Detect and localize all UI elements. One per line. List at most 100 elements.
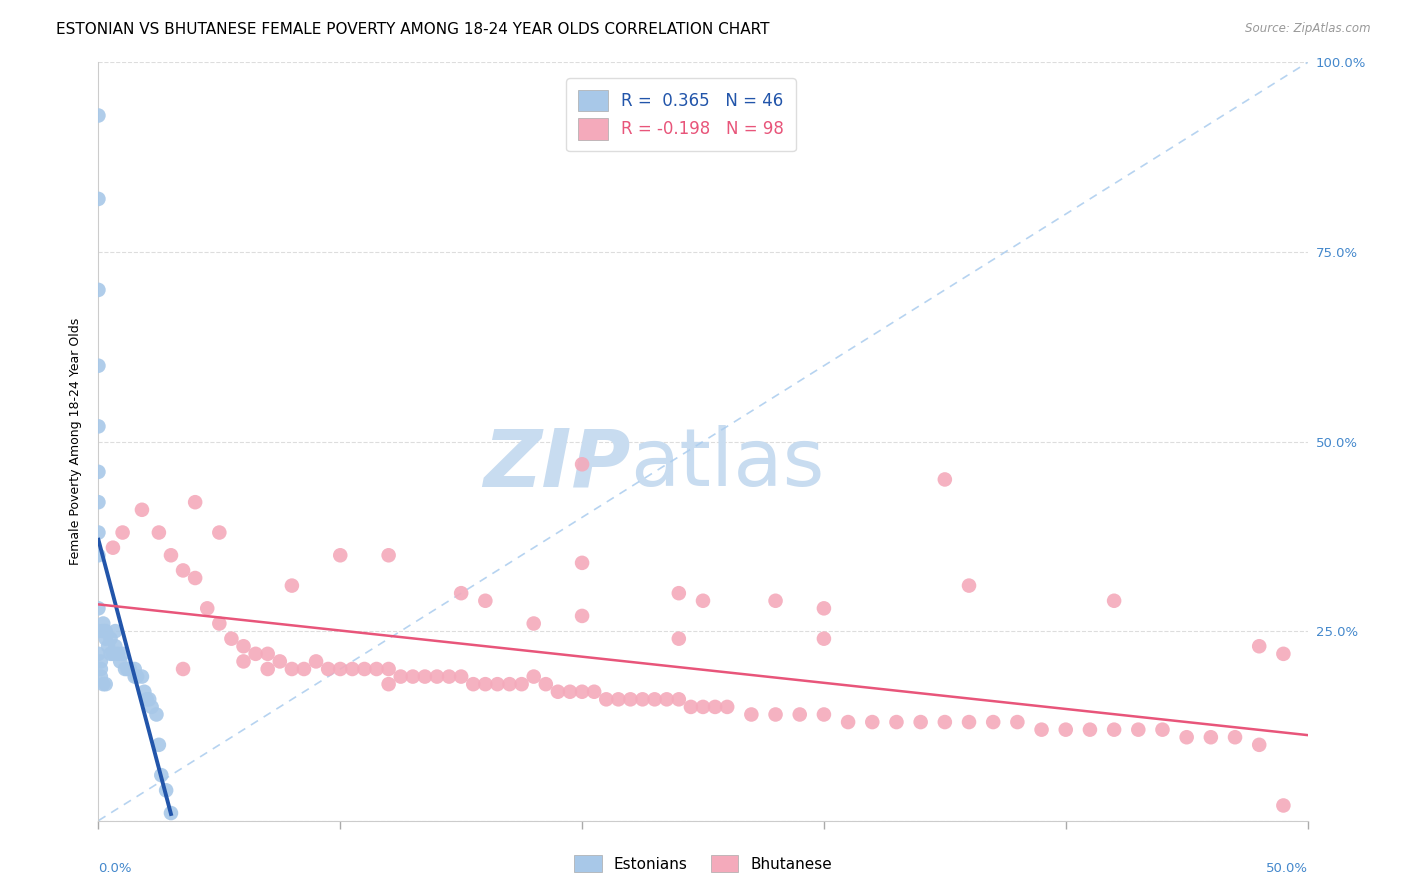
Point [91,624,114,639]
Point [692,594,714,608]
Point [837,715,859,730]
Point [124,662,146,676]
Point [934,473,956,487]
Point [463,677,485,691]
Point [90,655,112,669]
Point [91,677,114,691]
Point [1078,723,1101,737]
Point [269,655,291,669]
Point [138,692,160,706]
Point [316,662,339,676]
Point [668,632,690,646]
Point [450,586,472,600]
Point [184,495,207,509]
Text: 50.0%: 50.0% [1265,863,1308,875]
Text: Source: ZipAtlas.com: Source: ZipAtlas.com [1246,22,1371,36]
Point [1031,723,1053,737]
Point [366,662,388,676]
Point [558,685,581,699]
Point [981,715,1004,730]
Point [87,419,110,434]
Point [437,669,460,683]
Point [740,707,762,722]
Point [474,677,496,691]
Legend: R =  0.365   N = 46, R = -0.198   N = 98: R = 0.365 N = 46, R = -0.198 N = 98 [567,78,796,151]
Point [957,579,980,593]
Point [486,677,509,691]
Point [87,465,110,479]
Point [87,283,110,297]
Point [704,699,727,714]
Point [208,525,231,540]
Point [87,624,110,639]
Point [111,525,134,540]
Point [195,601,218,615]
Point [87,647,110,661]
Point [692,699,714,714]
Point [94,624,117,639]
Point [150,768,173,782]
Point [172,564,194,578]
Point [232,655,254,669]
Point [100,632,122,646]
Point [1007,715,1029,730]
Point [134,685,156,699]
Point [1128,723,1150,737]
Point [221,632,243,646]
Point [377,677,399,691]
Point [342,662,364,676]
Point [571,556,593,570]
Point [402,669,425,683]
Point [910,715,932,730]
Point [232,639,254,653]
Point [117,662,139,676]
Point [281,579,304,593]
Point [245,647,267,661]
Point [1199,730,1222,744]
Point [135,692,157,706]
Point [1249,639,1271,653]
Point [655,692,678,706]
Point [90,662,112,676]
Point [160,548,183,563]
Point [145,707,167,722]
Text: ESTONIAN VS BHUTANESE FEMALE POVERTY AMONG 18-24 YEAR OLDS CORRELATION CHART: ESTONIAN VS BHUTANESE FEMALE POVERTY AMO… [56,22,769,37]
Text: atlas: atlas [630,425,825,503]
Point [87,359,110,373]
Point [1272,798,1295,813]
Point [860,715,883,730]
Point [87,108,110,122]
Point [571,458,593,472]
Point [118,662,141,676]
Point [377,662,399,676]
Point [155,783,177,797]
Point [108,655,131,669]
Point [474,594,496,608]
Point [97,639,120,653]
Point [104,639,127,653]
Point [789,707,811,722]
Point [87,192,110,206]
Point [305,655,328,669]
Point [668,692,690,706]
Point [90,669,112,683]
Point [765,594,787,608]
Y-axis label: Female Poverty Among 18-24 Year Olds: Female Poverty Among 18-24 Year Olds [69,318,83,566]
Legend: Estonians, Bhutanese: Estonians, Bhutanese [567,847,839,880]
Point [107,647,129,661]
Point [101,647,124,661]
Point [329,548,352,563]
Point [547,685,569,699]
Point [87,525,110,540]
Point [87,548,110,563]
Point [131,503,153,517]
Point [208,616,231,631]
Point [413,669,436,683]
Point [87,601,110,615]
Point [256,662,278,676]
Point [127,669,149,683]
Text: ZIP: ZIP [484,425,630,503]
Point [583,685,606,699]
Point [1223,730,1246,744]
Point [619,692,641,706]
